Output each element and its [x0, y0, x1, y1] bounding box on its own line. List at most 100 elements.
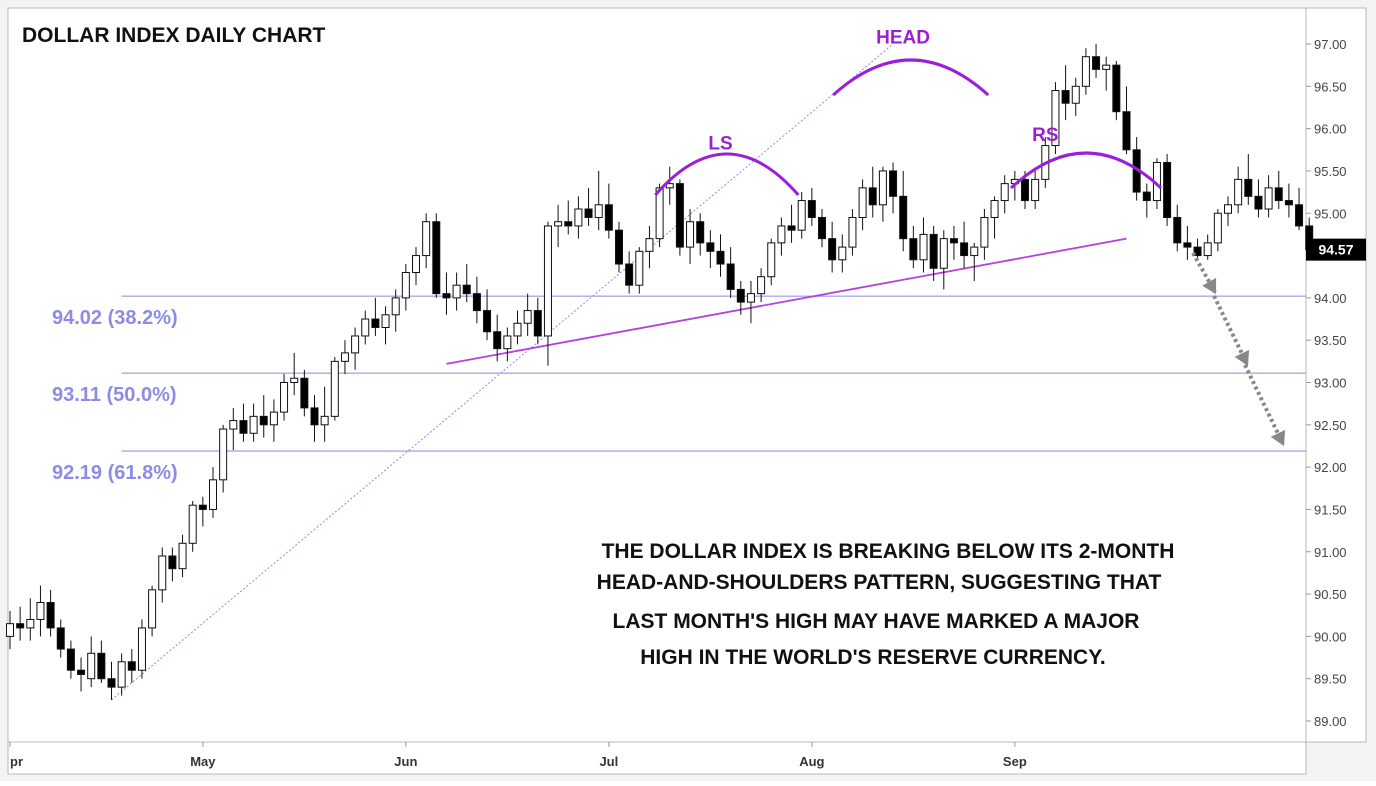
candle-body-up [746, 293, 755, 303]
candle-body-down [483, 310, 492, 333]
annotation-line-2: HEAD-AND-SHOULDERS PATTERN, SUGGESTING T… [597, 571, 1162, 594]
candle-body-down [615, 229, 623, 265]
candle-body-up [422, 221, 431, 257]
candle-body-down [259, 415, 268, 426]
y-tick-label: 90.00 [1314, 629, 1347, 644]
y-tick-label: 90.50 [1314, 587, 1347, 602]
candle-body-up [87, 652, 96, 680]
y-tick-label: 93.50 [1314, 333, 1347, 348]
candle-body-down [868, 187, 877, 206]
pattern-label: RS [1032, 125, 1058, 146]
chart-title: DOLLAR INDEX DAILY CHART [22, 24, 326, 47]
candle-body-up [848, 216, 857, 248]
candle-body-up [320, 415, 329, 426]
candle-body-down [472, 293, 481, 312]
candle-body-up [655, 187, 664, 240]
candle-body-up [858, 187, 867, 218]
candle-body-up [178, 542, 187, 570]
projection-segment [1243, 364, 1286, 447]
y-tick-label: 92.50 [1314, 418, 1347, 433]
candle-body-up [919, 233, 928, 261]
fibonacci-levels: 94.02 (38.2%) 93.11 (50.0%) 92.19 (61.8%) [52, 295, 1306, 484]
candle-body-down [533, 310, 542, 337]
candle-body-down [462, 284, 471, 295]
left-shoulder-arc [654, 152, 800, 196]
candle-body-down [56, 627, 65, 650]
y-tick-label: 91.50 [1314, 502, 1347, 517]
annotation-line-3: LAST MONTH'S HIGH MAY HAVE MARKED A MAJO… [613, 610, 1140, 633]
candle-body-down [168, 555, 177, 570]
pattern-label: LS [708, 133, 732, 154]
head-and-shoulders-pattern: LS HEAD RS [654, 28, 1163, 196]
candle-body-down [929, 233, 938, 269]
candle-body-up [1213, 212, 1222, 244]
candle-body-up [777, 225, 786, 244]
candle-body-up [412, 255, 420, 273]
candlesticks [6, 44, 1314, 700]
candle-body-down [726, 263, 735, 290]
candle-body-down [787, 225, 796, 231]
candle-body-up [767, 242, 776, 278]
candle-body-down [564, 221, 573, 227]
fib-level-label: 94.02 (38.2%) [52, 307, 178, 329]
candle-body-down [1142, 191, 1151, 202]
x-axis-panel [7, 741, 1307, 775]
y-tick-label: 89.00 [1314, 714, 1347, 729]
candle-body-down [1061, 90, 1070, 104]
x-tick-label: Aug [799, 754, 824, 769]
candle-body-down [696, 221, 705, 244]
candle-body-down [949, 238, 958, 244]
last-price-label: 94.57 [1318, 242, 1353, 258]
y-tick-label: 89.50 [1314, 672, 1347, 687]
candle-body-up [513, 322, 522, 337]
candle-body-down [1122, 111, 1131, 151]
candle-body-up [117, 661, 126, 688]
candle-body-up [340, 352, 349, 362]
candle-body-up [1224, 204, 1232, 214]
candle-body-up [878, 170, 887, 206]
candle-body-up [970, 246, 979, 257]
candle-body-up [990, 200, 999, 218]
candle-body-down [889, 170, 898, 197]
trendlines [111, 43, 1127, 701]
last-price-marker: 94.57 [1306, 238, 1366, 261]
candle-body-up [543, 225, 552, 337]
annotation-line-1: THE DOLLAR INDEX IS BREAKING BELOW ITS 2… [602, 540, 1175, 563]
candle-body-up [757, 276, 766, 295]
candle-body-down [1254, 195, 1263, 210]
candle-body-up [330, 360, 339, 417]
candle-body-up [158, 555, 167, 591]
candle-body-down [310, 407, 319, 426]
projection-arrowhead [1234, 349, 1250, 366]
candle-body-down [807, 200, 816, 218]
y-tick-label: 95.00 [1314, 206, 1347, 221]
fib-level-label: 93.11 (50.0%) [52, 384, 177, 406]
candle-body-down [300, 377, 309, 409]
candle-body-down [675, 183, 684, 248]
y-tick-label: 92.00 [1314, 460, 1347, 475]
candle-body-up [188, 504, 197, 544]
x-tick-label: Sep [1003, 754, 1027, 769]
projection-arrowhead [1202, 277, 1217, 294]
last-price-badge [1306, 238, 1366, 261]
projection-segment [1212, 295, 1250, 367]
annotation-line-4: HIGH IN THE WORLD'S RESERVE CURRENCY. [640, 646, 1106, 669]
candle-body-down [493, 331, 502, 350]
candle-body-up [1031, 178, 1040, 202]
candle-body-down [97, 652, 106, 680]
candle-body-down [716, 250, 725, 265]
candle-body-down [909, 238, 918, 261]
candle-body-up [635, 250, 644, 286]
candle-body-up [249, 415, 258, 434]
y-tick-label: 96.00 [1314, 122, 1347, 137]
candle-body-up [1000, 183, 1009, 202]
plot-area [7, 7, 1307, 743]
candle-body-up [980, 216, 989, 248]
y-axis-panel [1305, 7, 1367, 743]
candle-body-up [1071, 85, 1080, 104]
candle-body-down [899, 195, 908, 240]
candle-body-up [280, 382, 289, 413]
x-tick-label: Jun [394, 754, 417, 769]
